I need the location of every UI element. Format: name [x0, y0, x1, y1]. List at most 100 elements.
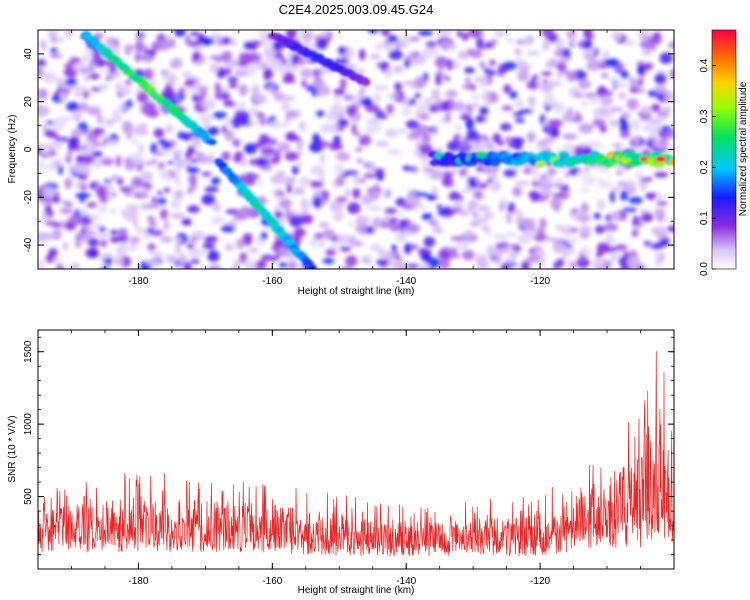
noise-blob: [619, 116, 627, 126]
noise-blob: [526, 51, 541, 56]
noise-blob: [247, 248, 259, 253]
noise-blob: [238, 102, 246, 109]
noise-blob: [523, 36, 532, 47]
noise-blob: [131, 176, 144, 188]
spectrogram-y-ticks: -40 -20 0 20 40: [23, 29, 674, 270]
noise-blob: [207, 154, 215, 165]
noise-blob: [547, 119, 563, 128]
noise-blob: [170, 197, 182, 210]
noise-blob: [200, 247, 207, 256]
noise-blob: [388, 217, 399, 222]
noise-blob: [654, 251, 662, 258]
noise-blob: [100, 141, 107, 148]
noise-blob: [639, 88, 645, 93]
noise-blob: [48, 247, 58, 259]
horizontal-band: [428, 150, 674, 168]
noise-blob: [367, 30, 379, 34]
noise-blob: [181, 219, 191, 225]
noise-blob: [157, 191, 163, 195]
noise-blob: [656, 200, 668, 206]
noise-blob: [142, 101, 157, 113]
noise-blob: [637, 77, 644, 87]
noise-blob: [576, 257, 590, 269]
noise-blob: [588, 96, 600, 105]
snr-series-line: [38, 350, 674, 557]
noise-blob: [415, 102, 429, 112]
noise-blob: [105, 139, 119, 146]
noise-blob: [90, 87, 102, 92]
noise-blob: [208, 265, 222, 269]
noise-blob: [576, 169, 591, 176]
noise-blob: [62, 241, 69, 251]
noise-blob: [195, 151, 204, 159]
noise-blob: [422, 133, 432, 144]
noise-blob: [64, 177, 72, 190]
noise-blob: [243, 66, 253, 73]
noise-blob: [513, 142, 523, 151]
noise-blob: [92, 52, 101, 60]
noise-blob: [135, 40, 144, 53]
noise-blob: [578, 79, 591, 90]
noise-blob: [279, 262, 288, 268]
noise-blob: [262, 48, 276, 59]
colorbar-tick-label: 0.3: [699, 109, 710, 123]
noise-blob: [541, 30, 554, 38]
noise-blob: [404, 242, 412, 255]
noise-blob: [328, 110, 336, 116]
noise-blob: [97, 114, 103, 123]
noise-blob: [458, 135, 466, 142]
noise-blob: [376, 109, 384, 114]
noise-blob: [273, 193, 282, 200]
noise-blob: [116, 86, 132, 95]
noise-blob: [499, 202, 505, 212]
noise-blob: [192, 95, 201, 101]
noise-blob: [311, 180, 324, 188]
noise-blob: [128, 235, 141, 245]
spectrogram-features: [80, 31, 674, 269]
noise-blob: [628, 120, 640, 130]
noise-blob: [314, 74, 321, 83]
noise-blob: [83, 56, 89, 61]
noise-blob: [294, 185, 305, 194]
noise-blob: [110, 175, 120, 182]
noise-blob: [656, 110, 670, 118]
noise-blob: [347, 202, 361, 214]
noise-blob: [639, 40, 654, 49]
noise-blob: [346, 105, 358, 117]
noise-blob: [368, 104, 380, 113]
noise-blob: [40, 143, 51, 155]
noise-blob: [364, 125, 379, 135]
noise-blob: [130, 137, 138, 146]
noise-blob: [657, 131, 668, 137]
noise-blob: [128, 208, 139, 219]
noise-blob: [643, 240, 652, 247]
noise-blob: [598, 106, 609, 115]
noise-blob: [320, 141, 333, 148]
noise-blob: [450, 236, 465, 241]
noise-blob: [659, 52, 673, 64]
noise-blob: [312, 196, 322, 209]
noise-blob: [536, 227, 546, 235]
noise-blob: [651, 227, 659, 234]
noise-blob: [255, 260, 267, 269]
noise-blob: [363, 173, 377, 178]
noise-blob: [136, 161, 143, 173]
noise-blob: [66, 150, 74, 160]
noise-blob: [186, 243, 195, 250]
noise-blob: [337, 118, 349, 127]
x-tick-label: -140: [396, 576, 416, 587]
noise-blob: [544, 236, 558, 242]
noise-blob: [415, 110, 430, 116]
x-tick-label: -120: [530, 576, 550, 587]
noise-blob: [166, 80, 177, 86]
noise-blob: [55, 158, 61, 169]
noise-blob: [414, 192, 429, 197]
noise-blob: [547, 168, 557, 175]
noise-blob: [533, 165, 540, 178]
noise-blob: [412, 148, 421, 158]
noise-blob: [384, 68, 393, 79]
noise-blob: [469, 94, 481, 99]
noise-blob: [603, 223, 619, 232]
noise-blob: [211, 177, 221, 185]
noise-blob: [329, 200, 344, 213]
